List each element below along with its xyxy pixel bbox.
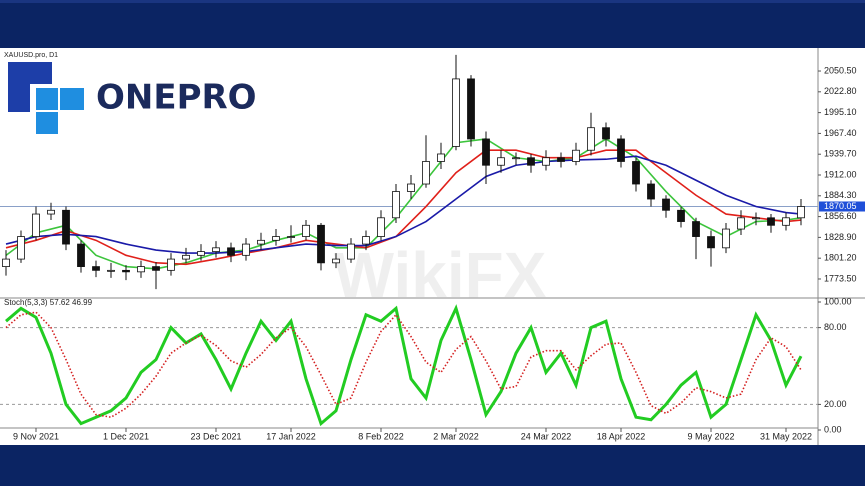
candle-body <box>242 243 250 256</box>
candle-body <box>722 228 730 249</box>
candle-body <box>452 78 460 147</box>
candle-body <box>347 243 355 260</box>
candle-body <box>632 161 640 185</box>
line-series <box>5 304 803 427</box>
candle-body <box>662 198 670 211</box>
y-tick-label: 1995.10 <box>824 107 857 117</box>
candle-body <box>77 243 85 267</box>
candle-body <box>542 157 550 166</box>
candle-body <box>122 269 130 273</box>
candle-body <box>152 266 160 271</box>
candle-body <box>137 266 145 273</box>
y-tick-label: 1967.40 <box>824 128 857 138</box>
candle-body <box>767 217 775 226</box>
candle-body <box>197 251 205 256</box>
chart-title: XAUUSD.pro, D1 <box>4 52 58 59</box>
top-band-edge <box>0 0 865 3</box>
line-series <box>5 149 802 266</box>
x-tick-label: 18 Apr 2022 <box>597 431 646 441</box>
candle-body <box>362 236 370 245</box>
candle-body <box>257 239 265 245</box>
y-tick-label: 0.00 <box>824 424 842 434</box>
candle-body <box>92 266 100 271</box>
x-tick-label: 9 May 2022 <box>687 431 734 441</box>
candle-body <box>227 247 235 256</box>
candle-body <box>737 217 745 230</box>
candle-body <box>377 217 385 237</box>
candle-body <box>617 138 625 162</box>
y-tick-label: 1939.70 <box>824 149 857 159</box>
y-tick-label: 1884.30 <box>824 190 857 200</box>
y-tick-label: 1828.90 <box>824 232 857 242</box>
candle-body <box>317 224 325 264</box>
candle-body <box>677 209 685 222</box>
y-tick-label: 100.00 <box>824 296 852 306</box>
y-tick-label: 20.00 <box>824 399 847 409</box>
x-tick-label: 8 Feb 2022 <box>358 431 404 441</box>
y-tick-label: 1801.20 <box>824 253 857 263</box>
candle-body <box>572 149 580 162</box>
candle-body <box>497 157 505 166</box>
candle-body <box>602 127 610 140</box>
candle-body <box>707 236 715 249</box>
watermark: WikiFX <box>334 239 547 311</box>
candle-body <box>482 138 490 166</box>
candle-body <box>212 247 220 252</box>
x-tick-label: 2 Mar 2022 <box>433 431 479 441</box>
candle-body <box>647 183 655 200</box>
candle-body <box>272 236 280 241</box>
candle-body <box>752 217 760 220</box>
candle-body <box>392 191 400 219</box>
candle-body <box>407 183 415 192</box>
candle-body <box>422 161 430 185</box>
x-tick-label: 9 Nov 2021 <box>13 431 59 441</box>
y-tick-label: 1856.60 <box>824 211 857 221</box>
candle-body <box>287 236 295 238</box>
candle-body <box>107 269 115 272</box>
candle-body <box>467 78 475 140</box>
candle-body <box>512 157 520 160</box>
logo-icon <box>8 62 84 134</box>
stoch-title: Stoch(5,3,3) 57.62 46.99 <box>4 298 93 307</box>
candle-body <box>182 254 190 260</box>
candle-body <box>167 258 175 271</box>
logo-text: ONEPRO <box>96 78 257 118</box>
candle-body <box>527 157 535 166</box>
y-tick-label: 1773.50 <box>824 273 857 283</box>
candle-body <box>797 206 805 219</box>
last-price-label: 1870.05 <box>824 201 857 211</box>
candle-body <box>332 258 340 264</box>
x-tick-label: 23 Dec 2021 <box>190 431 241 441</box>
candle-body <box>782 217 790 226</box>
candle-body <box>2 258 10 267</box>
last-price-box <box>819 201 865 212</box>
x-tick-label: 1 Dec 2021 <box>103 431 149 441</box>
candle-body <box>32 213 40 237</box>
y-tick-label: 1912.00 <box>824 169 857 179</box>
candle-body <box>47 209 55 215</box>
line-series <box>5 311 802 419</box>
candle-body <box>557 157 565 162</box>
y-tick-label: 2022.80 <box>824 86 857 96</box>
x-tick-label: 24 Mar 2022 <box>521 431 572 441</box>
x-tick-label: 17 Jan 2022 <box>266 431 316 441</box>
line-series <box>5 155 802 254</box>
y-tick-label: 80.00 <box>824 322 847 332</box>
candle-body <box>587 127 595 151</box>
candle-body <box>62 209 70 245</box>
x-tick-label: 31 May 2022 <box>760 431 812 441</box>
candle-body <box>17 236 25 260</box>
y-tick-label: 2050.50 <box>824 65 857 75</box>
candle-body <box>437 153 445 162</box>
candle-body <box>692 221 700 237</box>
candle-body <box>302 224 310 237</box>
